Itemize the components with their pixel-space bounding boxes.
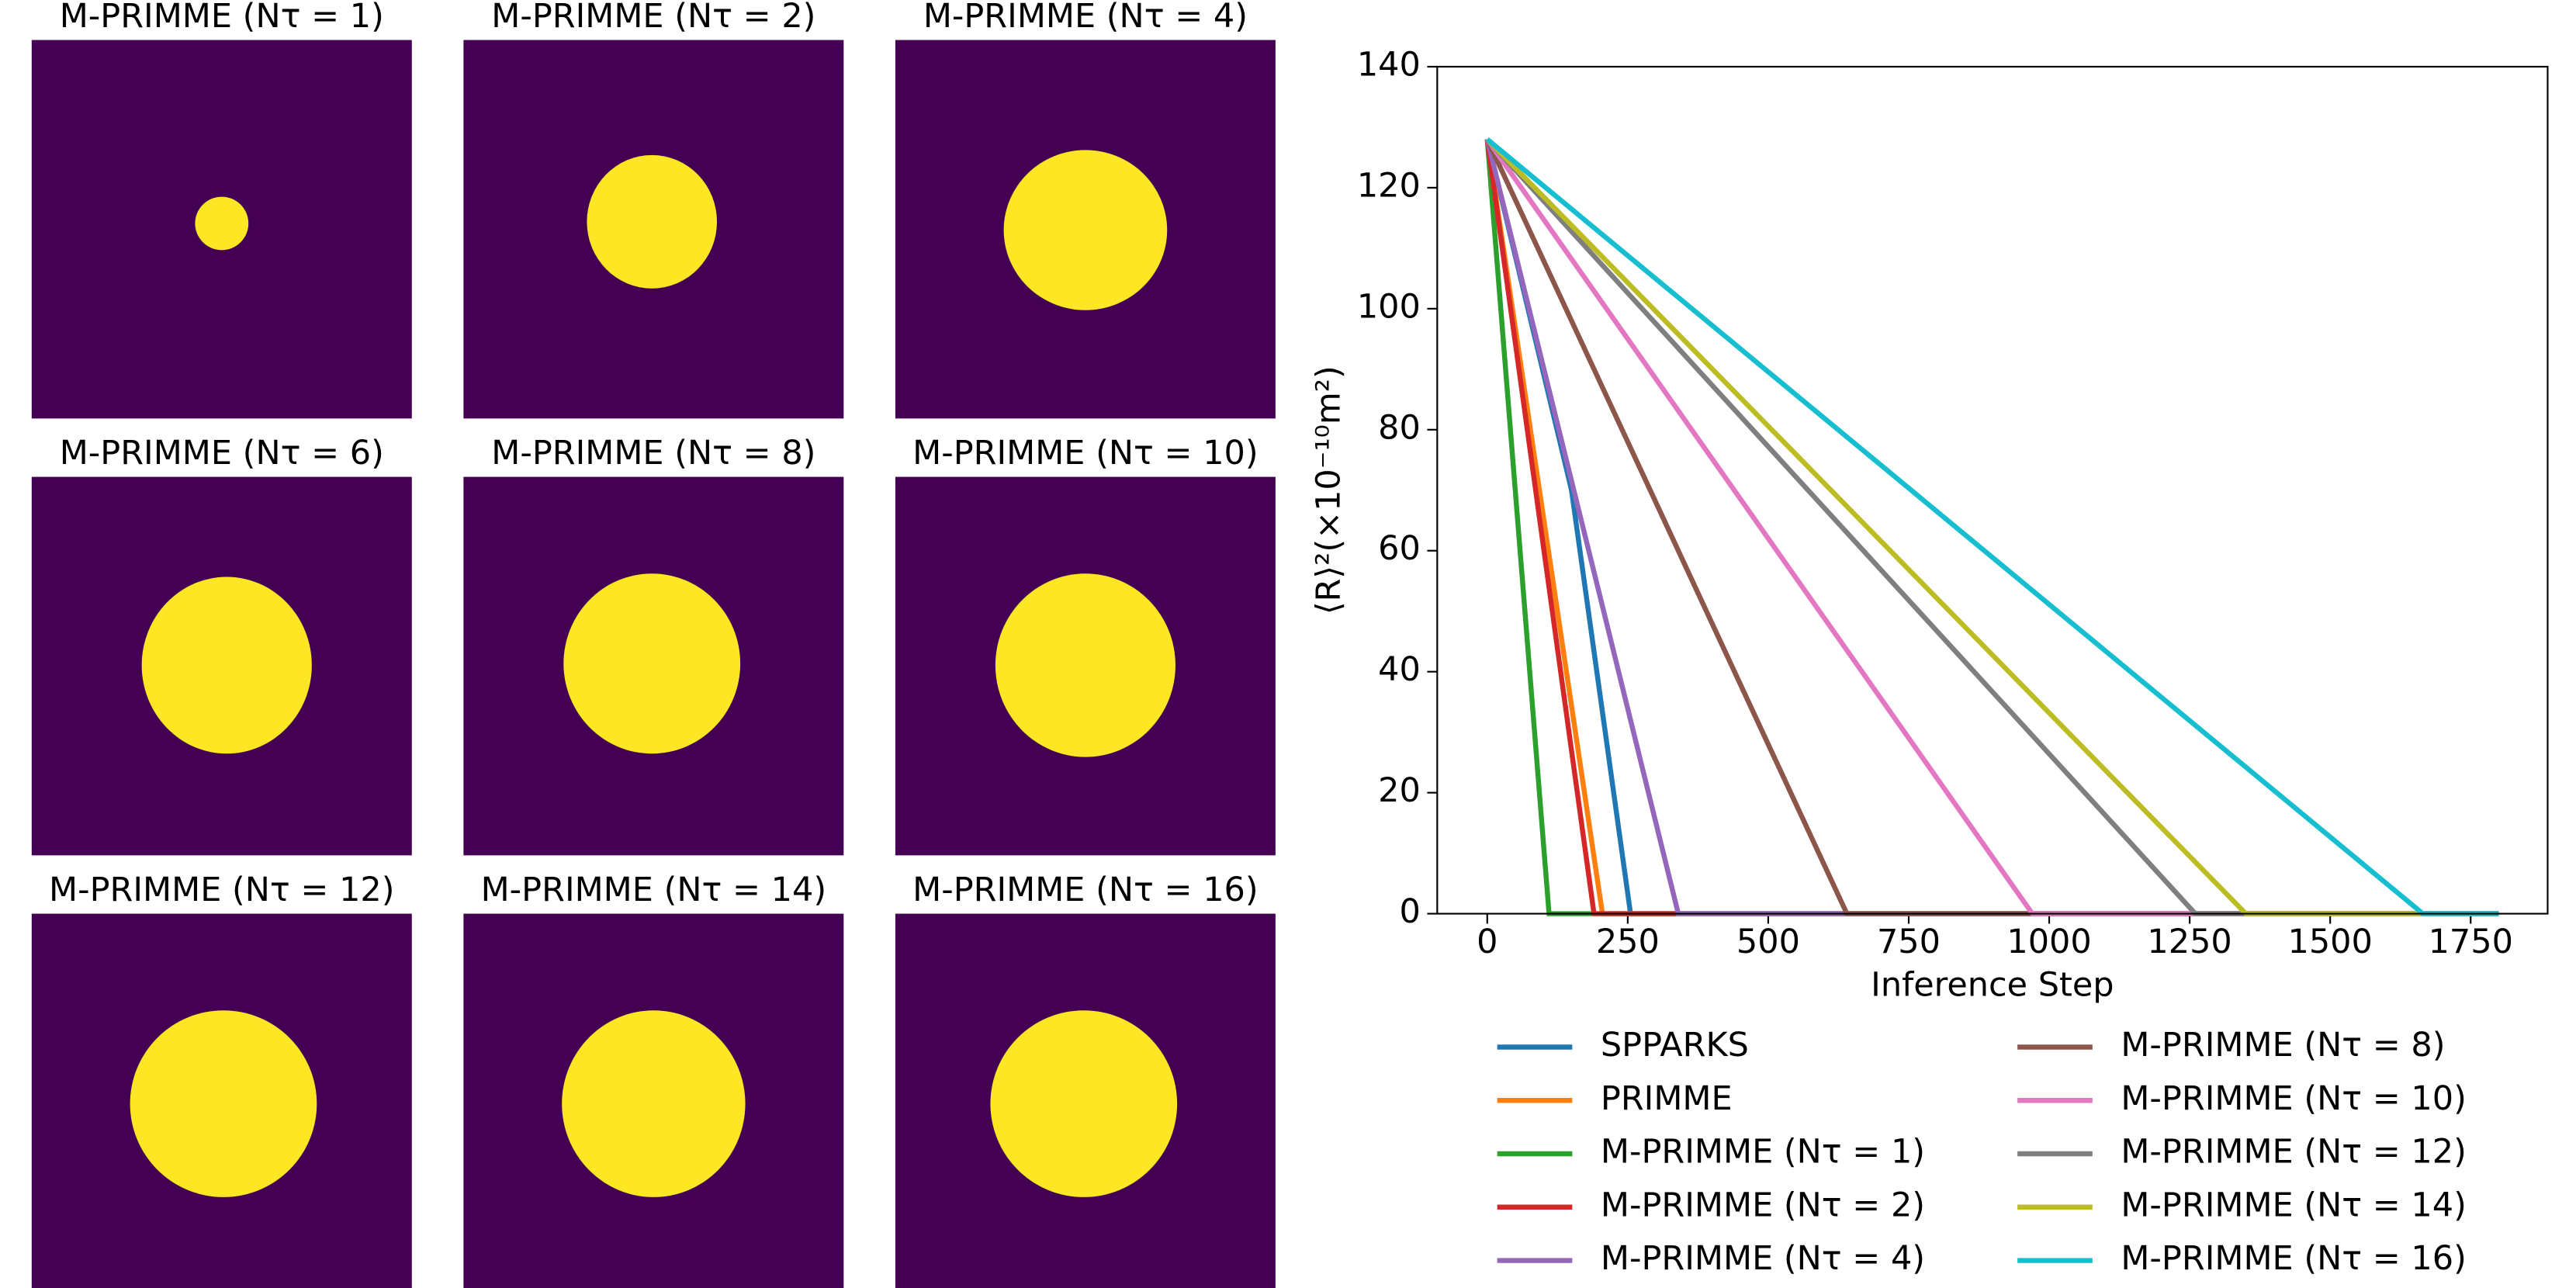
y-axis-label: ⟨R⟩²(×10⁻¹⁰m²)	[1309, 365, 1348, 615]
panel-title: M-PRIMME (Nτ = 10)	[912, 434, 1259, 473]
panel-title: M-PRIMME (Nτ = 16)	[912, 871, 1259, 909]
x-tick-label: 1250	[2147, 923, 2231, 961]
y-tick-label: 80	[1378, 408, 1421, 447]
grain	[130, 1010, 317, 1197]
y-tick-label: 140	[1357, 45, 1421, 84]
grain	[562, 1010, 746, 1197]
x-tick-label: 750	[1877, 923, 1941, 961]
series-line	[1485, 137, 2499, 916]
series-line	[1485, 137, 2499, 916]
panel-title: M-PRIMME (Nτ = 4)	[923, 0, 1248, 36]
grain	[563, 573, 741, 754]
x-tick-label: 0	[1477, 923, 1497, 961]
y-tick-label: 0	[1399, 892, 1420, 931]
x-tick-label: 1000	[2006, 923, 2091, 961]
legend-label: M-PRIMME (Nτ = 4)	[1601, 1239, 1925, 1278]
series-line	[1484, 139, 2499, 916]
legend-label: M-PRIMME (Nτ = 2)	[1601, 1186, 1925, 1224]
series-line	[1484, 138, 2499, 916]
grain	[141, 576, 312, 754]
series-line	[1485, 137, 2499, 916]
legend-label: M-PRIMME (Nτ = 14)	[2121, 1186, 2467, 1224]
x-axis-label: Inference Step	[1871, 966, 2114, 1005]
series-line	[1484, 138, 2499, 916]
legend-label: SPPARKS	[1601, 1026, 1749, 1065]
legend-label: M-PRIMME (Nτ = 1)	[1601, 1133, 1925, 1172]
grain	[1003, 150, 1168, 310]
series-line	[1484, 139, 2499, 916]
y-tick-label: 100	[1357, 287, 1421, 326]
legend-label: M-PRIMME (Nτ = 8)	[2121, 1026, 2445, 1065]
x-tick-label: 500	[1736, 923, 1800, 961]
x-tick-label: 1750	[2429, 923, 2513, 961]
grain	[587, 154, 718, 289]
grain	[195, 196, 249, 251]
legend-label: M-PRIMME (Nτ = 10)	[2121, 1079, 2467, 1118]
x-tick-label: 250	[1596, 923, 1660, 961]
y-tick-label: 40	[1378, 650, 1421, 689]
legend-label: M-PRIMME (Nτ = 12)	[2121, 1133, 2467, 1172]
series-line	[1485, 137, 2499, 916]
y-tick-label: 20	[1378, 771, 1421, 810]
grain	[995, 573, 1175, 757]
panel-title: M-PRIMME (Nτ = 6)	[60, 434, 384, 473]
y-tick-label: 120	[1357, 166, 1421, 205]
y-tick-label: 60	[1378, 529, 1421, 568]
series-line	[1484, 139, 2499, 916]
panel-title: M-PRIMME (Nτ = 8)	[491, 434, 815, 473]
grain	[990, 1010, 1178, 1197]
legend-label: PRIMME	[1601, 1079, 1733, 1118]
panel-title: M-PRIMME (Nτ = 12)	[49, 871, 395, 909]
legend-label: M-PRIMME (Nτ = 16)	[2121, 1239, 2467, 1278]
panel-title: M-PRIMME (Nτ = 1)	[60, 0, 384, 36]
plot-frame	[1436, 65, 2549, 915]
panel-title: M-PRIMME (Nτ = 14)	[481, 871, 827, 909]
x-tick-label: 1500	[2287, 923, 2372, 961]
series-line	[1484, 138, 2499, 916]
panel-title: M-PRIMME (Nτ = 2)	[491, 0, 815, 36]
